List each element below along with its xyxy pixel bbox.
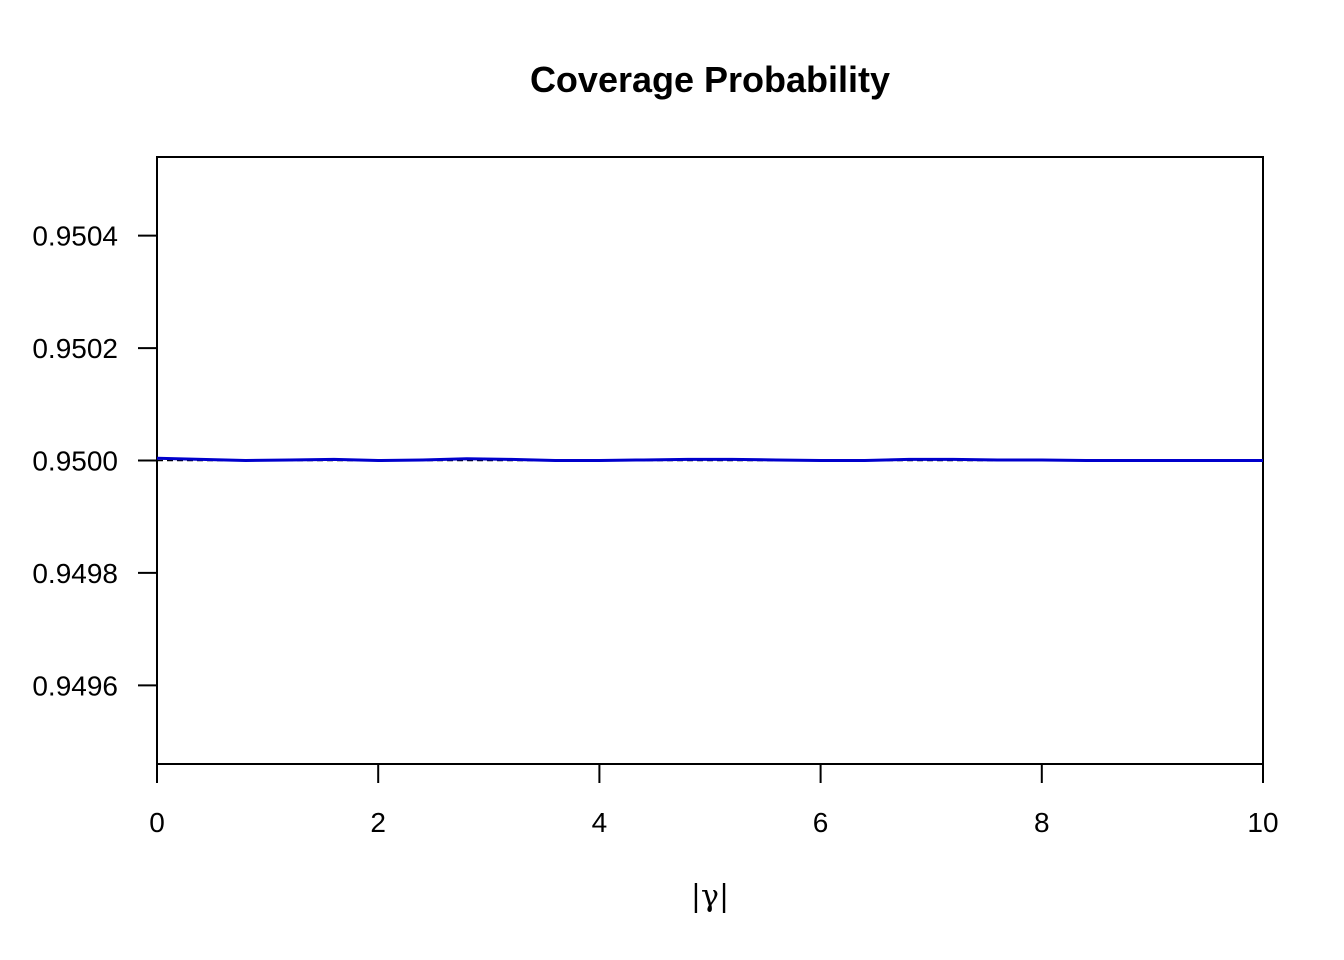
chart-title: Coverage Probability	[530, 59, 890, 100]
coverage-line	[156, 456, 1263, 463]
x-axis-label: |γ|	[691, 879, 729, 914]
x-tick-label: 6	[813, 807, 829, 838]
y-tick-label: 0.9498	[32, 558, 118, 589]
y-tick-label: 0.9502	[32, 333, 118, 364]
y-axis: 0.9496 0.9498 0.9500 0.9502 0.9504	[32, 221, 157, 701]
y-tick-label: 0.9504	[32, 221, 118, 252]
x-tick-label: 2	[370, 807, 386, 838]
x-axis: 0 2 4 6 8 10	[149, 764, 1279, 838]
x-tick-label: 0	[149, 807, 165, 838]
series-layer	[156, 456, 1263, 463]
x-tick-label: 10	[1247, 807, 1278, 838]
x-tick-label: 4	[592, 807, 608, 838]
y-tick-label: 0.9500	[32, 446, 118, 477]
x-tick-label: 8	[1034, 807, 1050, 838]
y-tick-label: 0.9496	[32, 670, 118, 701]
